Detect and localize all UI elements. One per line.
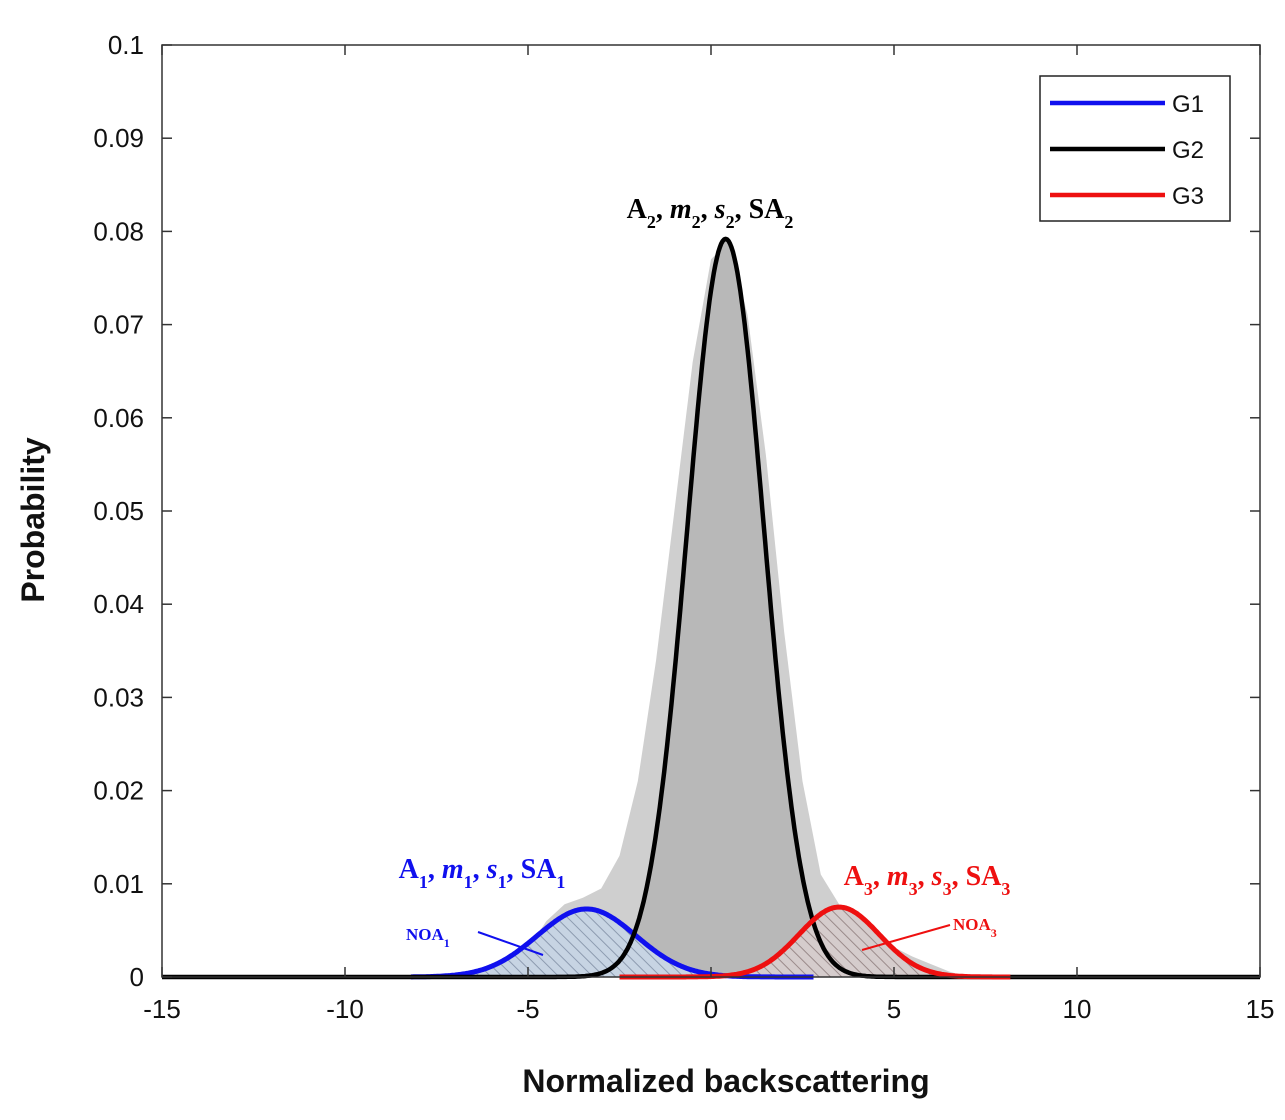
legend-label-g1: G1 <box>1172 91 1204 118</box>
x-tick-label: 0 <box>704 994 718 1024</box>
y-tick-label: 0.08 <box>93 216 144 246</box>
y-tick-label: 0.03 <box>93 682 144 712</box>
svg-text:A2, m2, s2, SA2: A2, m2, s2, SA2 <box>627 194 794 232</box>
legend-label-g3: G3 <box>1172 183 1204 210</box>
noa1-hatched-area <box>413 909 760 977</box>
x-tick-label: -10 <box>326 994 364 1024</box>
y-tick-label: 0.05 <box>93 496 144 526</box>
svg-text:A3, m3, s3, SA3: A3, m3, s3, SA3 <box>844 861 1011 899</box>
y-tick-label: 0.06 <box>93 403 144 433</box>
y-tick-label: 0.01 <box>93 869 144 899</box>
g2-fill <box>564 238 887 977</box>
axis-ticks: -15 -10 -5 0 5 10 15 0 0.01 0.02 0.03 0.04 0.05 0.06 0… <box>93 30 1274 1024</box>
noa1-pointer <box>477 931 544 956</box>
g1-params-annotation: A1, m1, s1, SA1 <box>399 854 566 892</box>
x-tick-label: 5 <box>887 994 901 1024</box>
y-tick-label: 0.02 <box>93 776 144 806</box>
y-tick-label: 0 <box>130 962 144 992</box>
g2-params-annotation: A2, m2, s2, SA2 <box>627 194 794 232</box>
y-axis-title: Probability <box>15 437 51 603</box>
x-tick-label: 10 <box>1063 994 1092 1024</box>
x-tick-label: 15 <box>1246 994 1275 1024</box>
svg-text:NOA3: NOA3 <box>953 915 997 940</box>
y-tick-label: 0.1 <box>108 30 144 60</box>
noa3-hatched-area <box>698 907 981 977</box>
x-tick-label: -15 <box>143 994 181 1024</box>
svg-text:A1, m1, s1, SA1: A1, m1, s1, SA1 <box>399 854 566 892</box>
legend-label-g2: G2 <box>1172 137 1204 164</box>
noa3-pointer <box>861 924 951 951</box>
noa3-annotation: NOA3 <box>861 915 997 951</box>
y-tick-label: 0.09 <box>93 123 144 153</box>
plot-area <box>161 236 1261 980</box>
g3-params-annotation: A3, m3, s3, SA3 <box>844 861 1011 899</box>
legend: G1 G2 G3 <box>1039 75 1231 222</box>
svg-text:NOA1: NOA1 <box>406 925 450 950</box>
y-tick-label: 0.07 <box>93 310 144 340</box>
x-axis-title: Normalized backscattering <box>522 1063 929 1099</box>
x-tick-label: -5 <box>516 994 539 1024</box>
y-tick-label: 0.04 <box>93 589 144 619</box>
